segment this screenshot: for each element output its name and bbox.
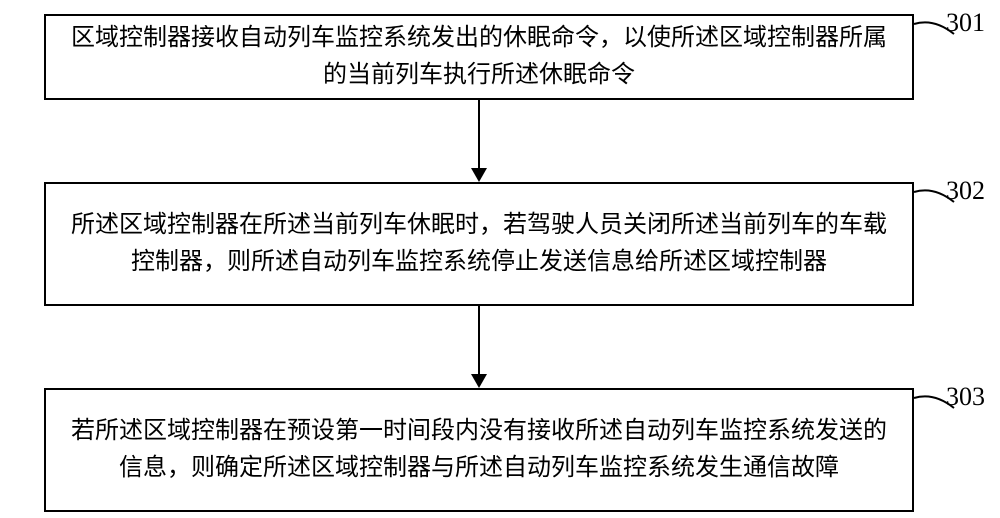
flow-step-301: 区域控制器接收自动列车监控系统发出的休眠命令，以使所述区域控制器所属的当前列车执… — [44, 14, 914, 100]
flow-step-302-label: 302 — [946, 176, 985, 206]
arrow-301-to-302 — [464, 100, 494, 182]
arrow-302-to-303 — [464, 306, 494, 388]
flow-step-302-text: 所述区域控制器在所述当前列车休眠时，若驾驶人员关闭所述当前列车的车载控制器，则所… — [64, 207, 894, 281]
flow-step-302: 所述区域控制器在所述当前列车休眠时，若驾驶人员关闭所述当前列车的车载控制器，则所… — [44, 182, 914, 306]
flow-step-303-label: 303 — [946, 382, 985, 412]
flow-step-303: 若所述区域控制器在预设第一时间段内没有接收所述自动列车监控系统发送的信息，则确定… — [44, 388, 914, 512]
flow-step-303-text: 若所述区域控制器在预设第一时间段内没有接收所述自动列车监控系统发送的信息，则确定… — [64, 413, 894, 487]
flow-step-301-text: 区域控制器接收自动列车监控系统发出的休眠命令，以使所述区域控制器所属的当前列车执… — [64, 20, 894, 94]
flowchart-canvas: 区域控制器接收自动列车监控系统发出的休眠命令，以使所述区域控制器所属的当前列车执… — [0, 0, 1000, 518]
flow-step-301-label: 301 — [946, 8, 985, 38]
